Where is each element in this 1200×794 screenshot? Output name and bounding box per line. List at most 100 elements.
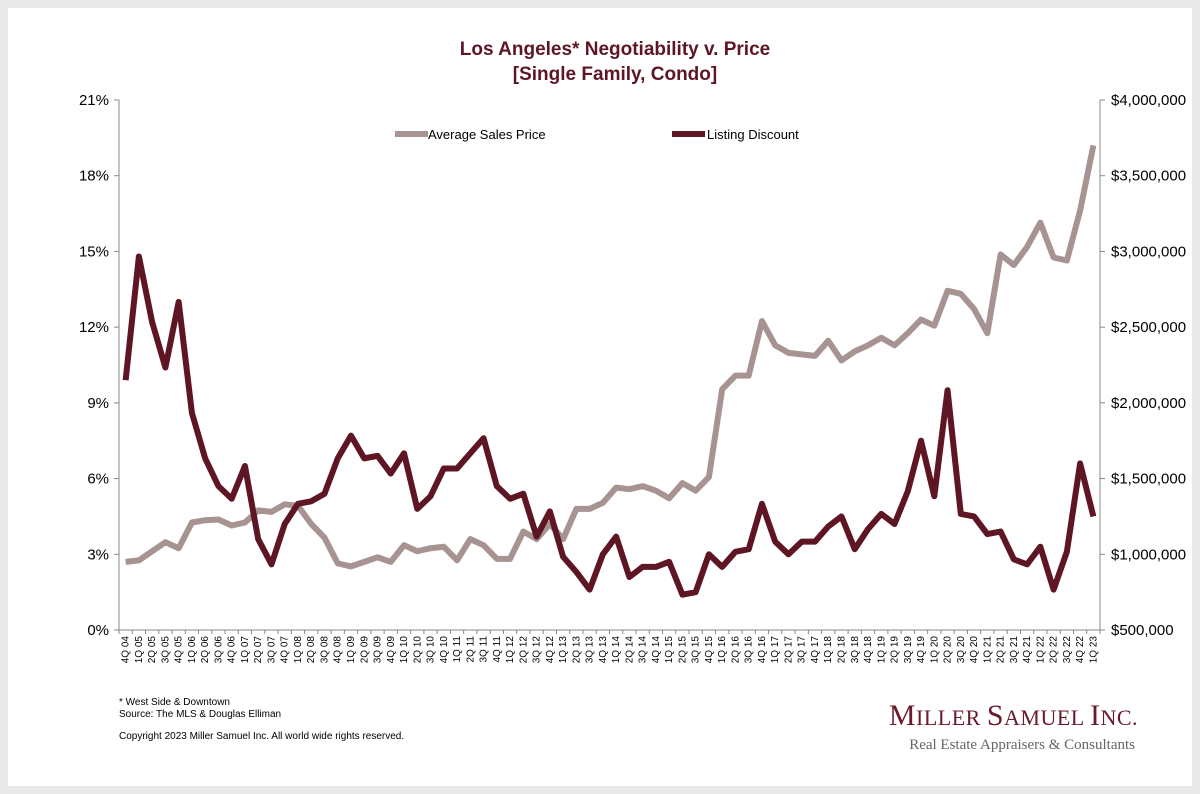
x-tick-label: 4Q 11 xyxy=(492,636,503,663)
x-tick-label: 4Q 19 xyxy=(916,636,927,664)
x-tick-label: 1Q 13 xyxy=(558,636,569,664)
x-tick-label: 3Q 12 xyxy=(532,636,543,664)
x-tick-label: 3Q 05 xyxy=(160,636,171,664)
x-tick-label: 2Q 15 xyxy=(677,636,688,664)
x-tick-label: 3Q 21 xyxy=(1009,636,1020,664)
x-tick-label: 4Q 07 xyxy=(280,636,291,664)
x-tick-label: 3Q 19 xyxy=(903,636,914,664)
x-tick-label: 4Q 15 xyxy=(704,636,715,664)
chart-frame xyxy=(8,8,1192,786)
left-tick-label: 3% xyxy=(87,546,109,563)
x-tick-label: 2Q 19 xyxy=(890,636,901,664)
x-tick-label: 2Q 12 xyxy=(518,636,529,664)
right-tick-label: $2,500,000 xyxy=(1111,319,1186,336)
x-tick-label: 1Q 11 xyxy=(452,636,463,663)
x-tick-label: 3Q 10 xyxy=(426,636,437,664)
x-tick-label: 1Q 21 xyxy=(982,636,993,664)
series-line-average-sales-price xyxy=(125,144,1097,570)
x-tick-label: 1Q 08 xyxy=(293,636,304,664)
x-tick-label: 1Q 10 xyxy=(399,636,410,664)
x-tick-label: 4Q 05 xyxy=(174,636,185,664)
right-tick-label: $3,000,000 xyxy=(1111,243,1186,260)
x-tick-label: 2Q 14 xyxy=(624,636,635,664)
x-tick-label: 2Q 06 xyxy=(200,636,211,664)
x-tick-label: 1Q 15 xyxy=(664,636,675,664)
footnote-source: Source: The MLS & Douglas Elliman xyxy=(119,709,281,720)
right-tick-label: $1,000,000 xyxy=(1111,546,1186,563)
x-tick-label: 3Q 11 xyxy=(479,636,490,663)
x-tick-label: 4Q 09 xyxy=(386,636,397,664)
x-tick-label: 4Q 12 xyxy=(545,636,556,664)
x-tick-label: 4Q 13 xyxy=(598,636,609,664)
x-tick-label: 1Q 17 xyxy=(770,636,781,664)
x-tick-label: 1Q 07 xyxy=(240,636,251,664)
x-tick-label: 1Q 22 xyxy=(1035,636,1046,664)
right-tick-label: $4,000,000 xyxy=(1111,92,1186,109)
x-tick-label: 3Q 06 xyxy=(213,636,224,664)
x-tick-label: 4Q 04 xyxy=(121,636,132,664)
left-tick-label: 6% xyxy=(87,471,109,488)
x-tick-label: 2Q 18 xyxy=(836,636,847,664)
x-tick-label: 2Q 22 xyxy=(1049,636,1060,664)
x-tick-label: 4Q 16 xyxy=(757,636,768,664)
legend-label-average-sales-price: Average Sales Price xyxy=(428,127,546,142)
left-tick-label: 18% xyxy=(79,168,109,185)
legend: Average Sales Price Listing Discount xyxy=(395,127,799,142)
x-tick-label: 4Q 21 xyxy=(1022,636,1033,664)
x-tick-label: 4Q 17 xyxy=(810,636,821,664)
x-tick-label: 3Q 18 xyxy=(850,636,861,664)
chart-title: Los Angeles* Negotiability v. Price xyxy=(460,39,770,60)
x-tick-label: 3Q 16 xyxy=(744,636,755,664)
x-tick-label: 3Q 20 xyxy=(956,636,967,664)
x-tick-label: 2Q 08 xyxy=(306,636,317,664)
x-tick-label: 4Q 08 xyxy=(333,636,344,664)
footnote-note: * West Side & Downtown xyxy=(119,697,230,708)
x-tick-label: 2Q 13 xyxy=(571,636,582,664)
x-tick-label: 2Q 07 xyxy=(253,636,264,664)
x-tick-label: 1Q 14 xyxy=(611,636,622,664)
left-tick-label: 9% xyxy=(87,395,109,412)
x-tick-label: 1Q 16 xyxy=(717,636,728,664)
x-tick-label: 3Q 15 xyxy=(691,636,702,664)
x-tick-label: 4Q 06 xyxy=(227,636,238,664)
left-tick-label: 0% xyxy=(87,622,109,639)
chart-subtitle: [Single Family, Condo] xyxy=(513,64,717,85)
right-axis-ticks: $500,000 $1,000,000 $1,500,000 $2,000,000 $2… xyxy=(1100,92,1186,639)
left-axis-ticks: 0% 3% 6% 9% 12% 15% 18% 21% xyxy=(79,92,119,639)
x-tick-label: 3Q 09 xyxy=(373,636,384,664)
x-tick-label: 4Q 22 xyxy=(1075,636,1086,664)
footnote-copyright: Copyright 2023 Miller Samuel Inc. All wo… xyxy=(119,731,404,742)
x-tick-label: 1Q 23 xyxy=(1088,636,1099,664)
x-tick-label: 2Q 11 xyxy=(465,636,476,663)
right-tick-label: $3,500,000 xyxy=(1111,168,1186,185)
x-tick-label: 3Q 14 xyxy=(638,636,649,664)
x-axis-ticks: 4Q 04 1Q 05 2Q 05 3Q 05 4Q 05 1Q 06 2Q 06 3Q 06… xyxy=(118,630,1101,664)
x-tick-label: 4Q 10 xyxy=(439,636,450,664)
right-tick-label: $500,000 xyxy=(1111,622,1174,639)
x-tick-label: 3Q 17 xyxy=(797,636,808,664)
x-tick-label: 1Q 18 xyxy=(823,636,834,664)
x-tick-label: 4Q 18 xyxy=(863,636,874,664)
left-tick-label: 12% xyxy=(79,319,109,336)
x-tick-label: 4Q 14 xyxy=(651,636,662,664)
series-layer xyxy=(122,144,1097,598)
x-tick-label: 2Q 10 xyxy=(412,636,423,664)
series-line-listing-discount xyxy=(122,253,1097,598)
x-tick-label: 3Q 22 xyxy=(1062,636,1073,664)
x-tick-label: 2Q 05 xyxy=(147,636,158,664)
x-tick-label: 2Q 17 xyxy=(783,636,794,664)
x-tick-label: 1Q 05 xyxy=(134,636,145,664)
x-tick-label: 2Q 16 xyxy=(730,636,741,664)
x-tick-label: 2Q 20 xyxy=(943,636,954,664)
x-tick-label: 3Q 13 xyxy=(585,636,596,664)
right-tick-label: $1,500,000 xyxy=(1111,471,1186,488)
right-tick-label: $2,000,000 xyxy=(1111,395,1186,412)
brand-logo: MILLER SAMUEL INC. xyxy=(889,699,1138,732)
brand-tagline: Real Estate Appraisers & Consultants xyxy=(909,737,1135,753)
x-tick-label: 1Q 19 xyxy=(876,636,887,664)
x-tick-label: 2Q 21 xyxy=(996,636,1007,664)
x-tick-label: 1Q 12 xyxy=(505,636,516,664)
x-tick-label: 3Q 08 xyxy=(319,636,330,664)
x-tick-label: 1Q 09 xyxy=(346,636,357,664)
